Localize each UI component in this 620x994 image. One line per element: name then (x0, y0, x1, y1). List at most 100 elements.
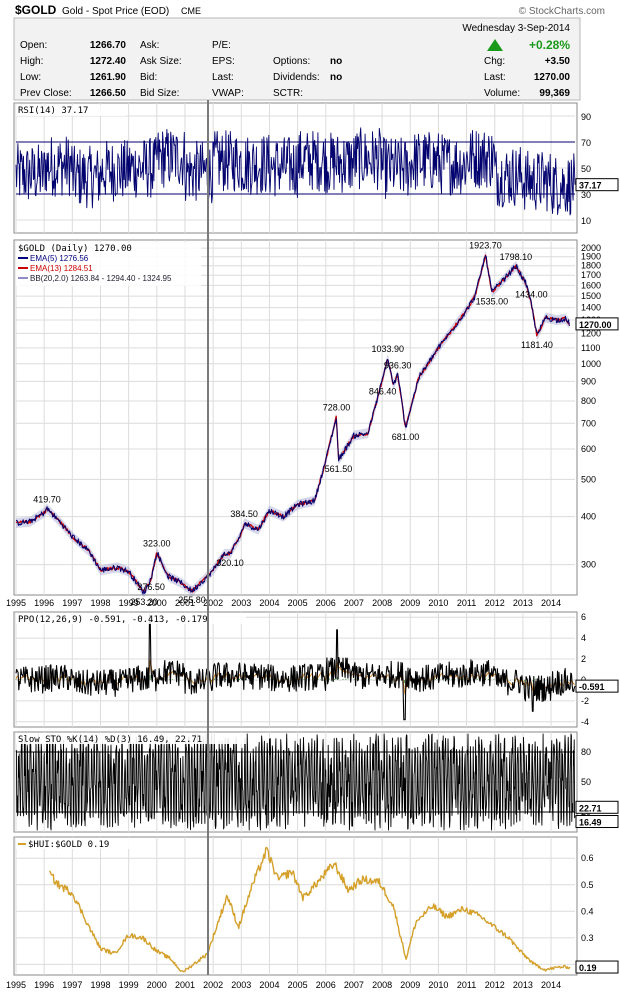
price-annotation: 728.00 (323, 403, 351, 413)
legend-entry: EMA(13) 1284.51 (30, 264, 93, 273)
y-tick-label: 600 (581, 444, 596, 454)
y-tick-label: 300 (581, 560, 596, 570)
x-tick-label: 2007 (344, 598, 364, 608)
chg-label: Chg: (484, 56, 505, 67)
rsi-title: RSI(14) 37.17 (18, 106, 88, 116)
exchange: CME (181, 6, 201, 16)
title-backdrop (16, 105, 126, 116)
price-annotation: 255.80 (178, 595, 206, 605)
sto-k-last-value: 16.49 (579, 818, 602, 828)
bid-label: Bid: (140, 72, 157, 83)
x-tick-label: 1998 (90, 598, 110, 608)
dividends-label: Dividends: (273, 72, 320, 83)
y-tick-label: 800 (581, 396, 596, 406)
y-tick-label: -4 (581, 717, 589, 727)
x-tick-label: 1996 (34, 980, 54, 990)
price-annotation: 253.20 (130, 597, 158, 607)
options-value: no (330, 56, 342, 67)
x-tick-label: 2008 (372, 980, 392, 990)
price-annotation: 936.30 (384, 361, 412, 371)
low-label: Low: (20, 72, 41, 83)
y-tick-label: 50 (581, 164, 591, 174)
x-axis-top: 1995 1996 1997 1998 1999 2000 2001 2002 2003 2004… (6, 598, 561, 608)
y-tick-label: 1400 (581, 303, 601, 313)
x-tick-label: 1997 (62, 598, 82, 608)
x-tick-label: 2000 (147, 598, 167, 608)
y-tick-label: 2000 (581, 243, 601, 253)
price-title: $GOLD (Daily) 1270.00 (18, 244, 132, 254)
sto-title: Slow STO %K(14) %D(3) 16.49, 22.71 (18, 735, 202, 745)
price-annotation: 1923.70 (469, 241, 502, 251)
x-tick-label: 2004 (259, 598, 279, 608)
hui-last-value: 0.19 (579, 963, 597, 973)
y-tick-label: 0.5 (581, 880, 594, 890)
x-tick-label: 2009 (400, 598, 420, 608)
hui-title: $HUI:$GOLD 0.19 (28, 840, 109, 850)
panel-frame (13, 239, 578, 596)
x-tick-label: 2007 (344, 980, 364, 990)
rsi-panel: 90 70 50 30 10 RSI(14) 37.17 37.17 (13, 102, 619, 234)
y-tick-label: 1600 (581, 280, 601, 290)
x-tick-label: 2008 (372, 598, 392, 608)
legend-entry: BB(20,2.0) 1263.84 - 1294.40 - 1324.95 (30, 274, 172, 283)
legend-entry: EMA(5) 1276.56 (30, 254, 89, 263)
y-tick-label: 80 (581, 747, 591, 757)
x-tick-label: 1997 (62, 980, 82, 990)
y-tick-label: 6 (581, 612, 586, 622)
price-annotation: 681.00 (392, 432, 420, 442)
high-value: 1272.40 (90, 56, 127, 67)
high-label: High: (20, 56, 43, 67)
y-tick-label: 1100 (581, 343, 600, 353)
x-tick-label: 2014 (541, 598, 561, 608)
stochastic-panel: 805020Slow STO %K(14) %D(3) 16.49, 22.71… (13, 731, 619, 833)
price-annotation: 276.50 (137, 582, 165, 592)
x-tick-label: 2013 (513, 598, 533, 608)
y-tick-label: 500 (581, 474, 596, 484)
price-annotation: 1434.00 (515, 290, 548, 300)
x-tick-label: 2004 (259, 980, 279, 990)
price-annotation: 419.70 (33, 495, 61, 505)
y-tick-label: 0.4 (581, 906, 594, 916)
panel-frame (13, 836, 578, 976)
y-tick-label: 30 (581, 190, 591, 200)
x-axis-bottom: 1995 1996 1997 1998 1999 2000 2001 2002 2003 2004… (6, 980, 561, 990)
x-tick-label: 2006 (316, 980, 336, 990)
ppo-last-value-box (575, 679, 619, 693)
title-backdrop (16, 838, 136, 849)
y-tick-label: 700 (581, 418, 596, 428)
x-tick-label: 2005 (288, 980, 308, 990)
last-value-right: 1270.00 (534, 72, 571, 83)
y-tick-label: 90 (581, 112, 591, 122)
sctr-label: SCTR: (273, 88, 303, 99)
x-tick-label: 1999 (119, 598, 139, 608)
panel-frame (13, 731, 578, 833)
volume-value: 99,369 (539, 88, 570, 99)
x-tick-label: 2002 (203, 980, 223, 990)
x-tick-label: 2000 (147, 980, 167, 990)
x-tick-label: 2005 (288, 598, 308, 608)
x-tick-label: 2010 (428, 598, 448, 608)
last-label-right: Last: (484, 72, 506, 83)
watermark: © StockCharts.com (519, 6, 605, 17)
panel-frame (13, 102, 578, 234)
x-tick-label: 2002 (203, 598, 223, 608)
options-label: Options: (273, 56, 310, 67)
panel-frame (13, 611, 578, 728)
y-tick-label: 1700 (581, 270, 601, 280)
price-panel: 2000190018001700160015001400130012001100… (13, 239, 619, 607)
hui-ratio-line (49, 846, 571, 973)
up-arrow-icon (487, 39, 503, 51)
x-tick-label: 2003 (231, 598, 251, 608)
x-tick-label: 2003 (231, 980, 251, 990)
ppo-title: PPO(12,26,9) -0.591, -0.413, -0.179 (18, 615, 208, 625)
rsi-line (15, 127, 576, 216)
y-tick-label: 0.6 (581, 853, 594, 863)
price-annotation: 1798.10 (500, 252, 533, 262)
prev-close-value: 1266.50 (90, 88, 127, 99)
low-value: 1261.90 (90, 72, 127, 83)
ask-label: Ask: (140, 40, 159, 51)
x-tick-label: 1996 (34, 598, 54, 608)
x-tick-label: 1995 (6, 980, 26, 990)
